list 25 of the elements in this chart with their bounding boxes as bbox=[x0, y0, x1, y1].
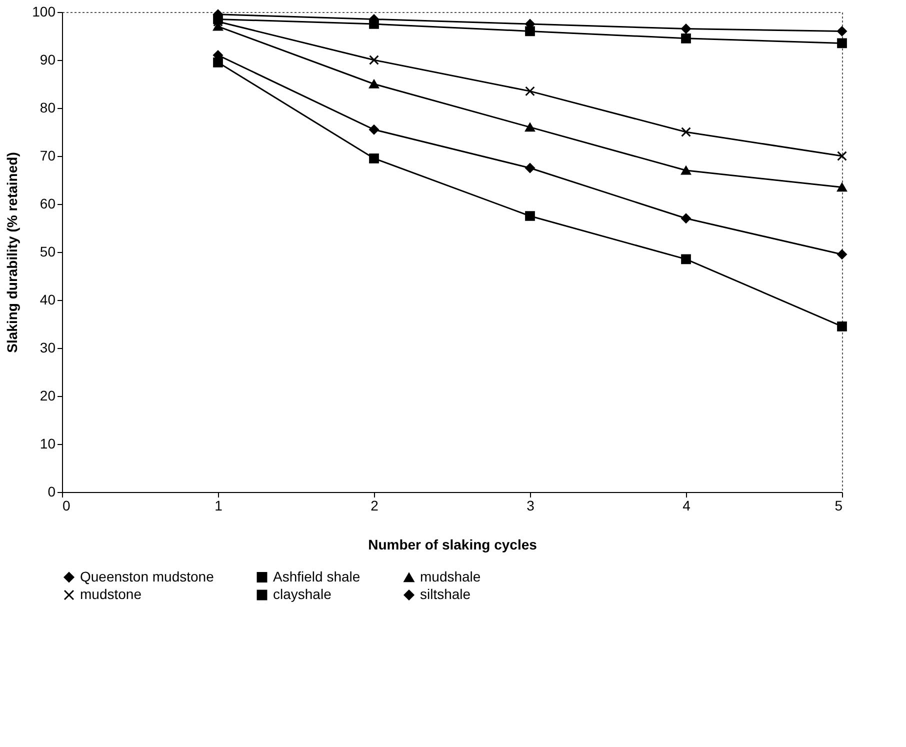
y-tick-label: 40 bbox=[40, 292, 56, 308]
y-tick-label: 90 bbox=[40, 52, 56, 68]
y-axis-title: Slaking durability (% retained) bbox=[4, 152, 20, 353]
x-axis-title: Number of slaking cycles bbox=[368, 536, 538, 552]
x-tick-label: 1 bbox=[214, 498, 223, 514]
y-tick-label: 0 bbox=[48, 484, 56, 500]
x-tick-label: 2 bbox=[370, 498, 379, 514]
y-tick-label: 100 bbox=[32, 4, 56, 20]
y-tick-label: 60 bbox=[40, 196, 56, 212]
y-tick-label: 10 bbox=[40, 436, 56, 452]
y-tick-label: 70 bbox=[40, 148, 56, 164]
x-tick-label: 4 bbox=[682, 498, 691, 514]
x-tick-label: 5 bbox=[834, 498, 843, 514]
legend-label: Queenston mudstone bbox=[80, 568, 214, 584]
legend-label: mudstone bbox=[80, 586, 142, 602]
x-tick-label: 3 bbox=[526, 498, 535, 514]
legend-label: siltshale bbox=[420, 586, 471, 602]
legend-label: mudshale bbox=[420, 568, 481, 584]
y-tick-label: 20 bbox=[40, 388, 56, 404]
legend-label: clayshale bbox=[273, 586, 332, 602]
y-tick-label: 30 bbox=[40, 340, 56, 356]
y-tick-label: 50 bbox=[40, 244, 56, 260]
y-tick-label: 80 bbox=[40, 100, 56, 116]
legend-label: Ashfield shale bbox=[273, 568, 360, 584]
x-tick-label: 0 bbox=[62, 498, 70, 514]
